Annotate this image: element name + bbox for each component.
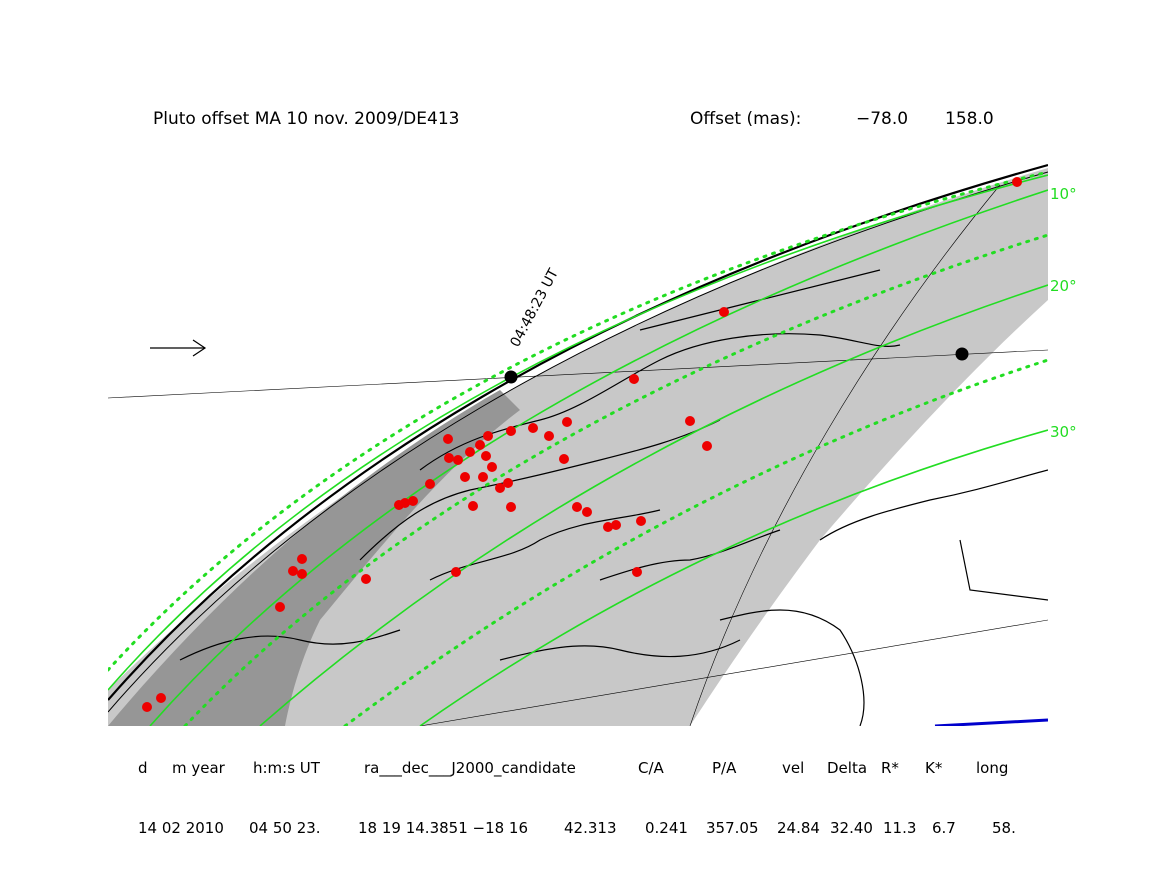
val-pa: 357.05 bbox=[706, 819, 759, 837]
scale-bar bbox=[934, 718, 1048, 726]
map-title: Pluto offset MA 10 nov. 2009/DE413 bbox=[153, 109, 460, 129]
val-kstar: 6.7 bbox=[932, 819, 956, 837]
col-header-rstar: R* bbox=[881, 759, 899, 777]
col-header-ca: C/A bbox=[638, 759, 664, 777]
grid-lines bbox=[108, 184, 1048, 726]
station-dots bbox=[142, 177, 1022, 712]
val-rstar: 11.3 bbox=[883, 819, 917, 837]
limit-lines bbox=[108, 170, 1048, 726]
second-marker bbox=[955, 347, 969, 361]
col-header-hms: h:m:s UT bbox=[253, 759, 320, 777]
closest-approach-marker bbox=[504, 370, 518, 384]
offset-ra: −78.0 bbox=[856, 109, 909, 129]
lat-label-10: 10° bbox=[1050, 185, 1077, 203]
val-vel: 24.84 bbox=[777, 819, 820, 837]
latitude-lines bbox=[108, 174, 1048, 726]
lat-label-20: 20° bbox=[1050, 277, 1077, 295]
penumbra-band bbox=[108, 390, 520, 726]
offset-dec: 158.0 bbox=[945, 109, 994, 129]
val-radec: 18 19 14.3851 −18 16 bbox=[358, 819, 529, 837]
val-date: 14 02 2010 bbox=[138, 819, 224, 837]
val-ca: 0.241 bbox=[645, 819, 688, 837]
col-header-pa: P/A bbox=[712, 759, 737, 777]
val-dec-sec: 42.313 bbox=[564, 819, 617, 837]
col-header-long: long bbox=[976, 759, 1009, 777]
col-header-m-year: m year bbox=[172, 759, 225, 777]
offset-label: Offset (mas): bbox=[690, 109, 802, 129]
col-header-radec: ra___dec___J2000_candidate bbox=[364, 759, 576, 777]
val-long: 58. bbox=[992, 819, 1016, 837]
val-time: 04 50 23. bbox=[249, 819, 321, 837]
col-header-vel: vel bbox=[782, 759, 805, 777]
val-delta: 32.40 bbox=[830, 819, 873, 837]
arrow-right-icon bbox=[150, 339, 207, 357]
time-label: 04:48:23 UT bbox=[507, 266, 562, 350]
col-header-kstar: K* bbox=[925, 759, 943, 777]
col-header-delta: Delta bbox=[827, 759, 868, 777]
col-header-d: d bbox=[138, 759, 148, 777]
lat-label-30: 30° bbox=[1050, 423, 1077, 441]
